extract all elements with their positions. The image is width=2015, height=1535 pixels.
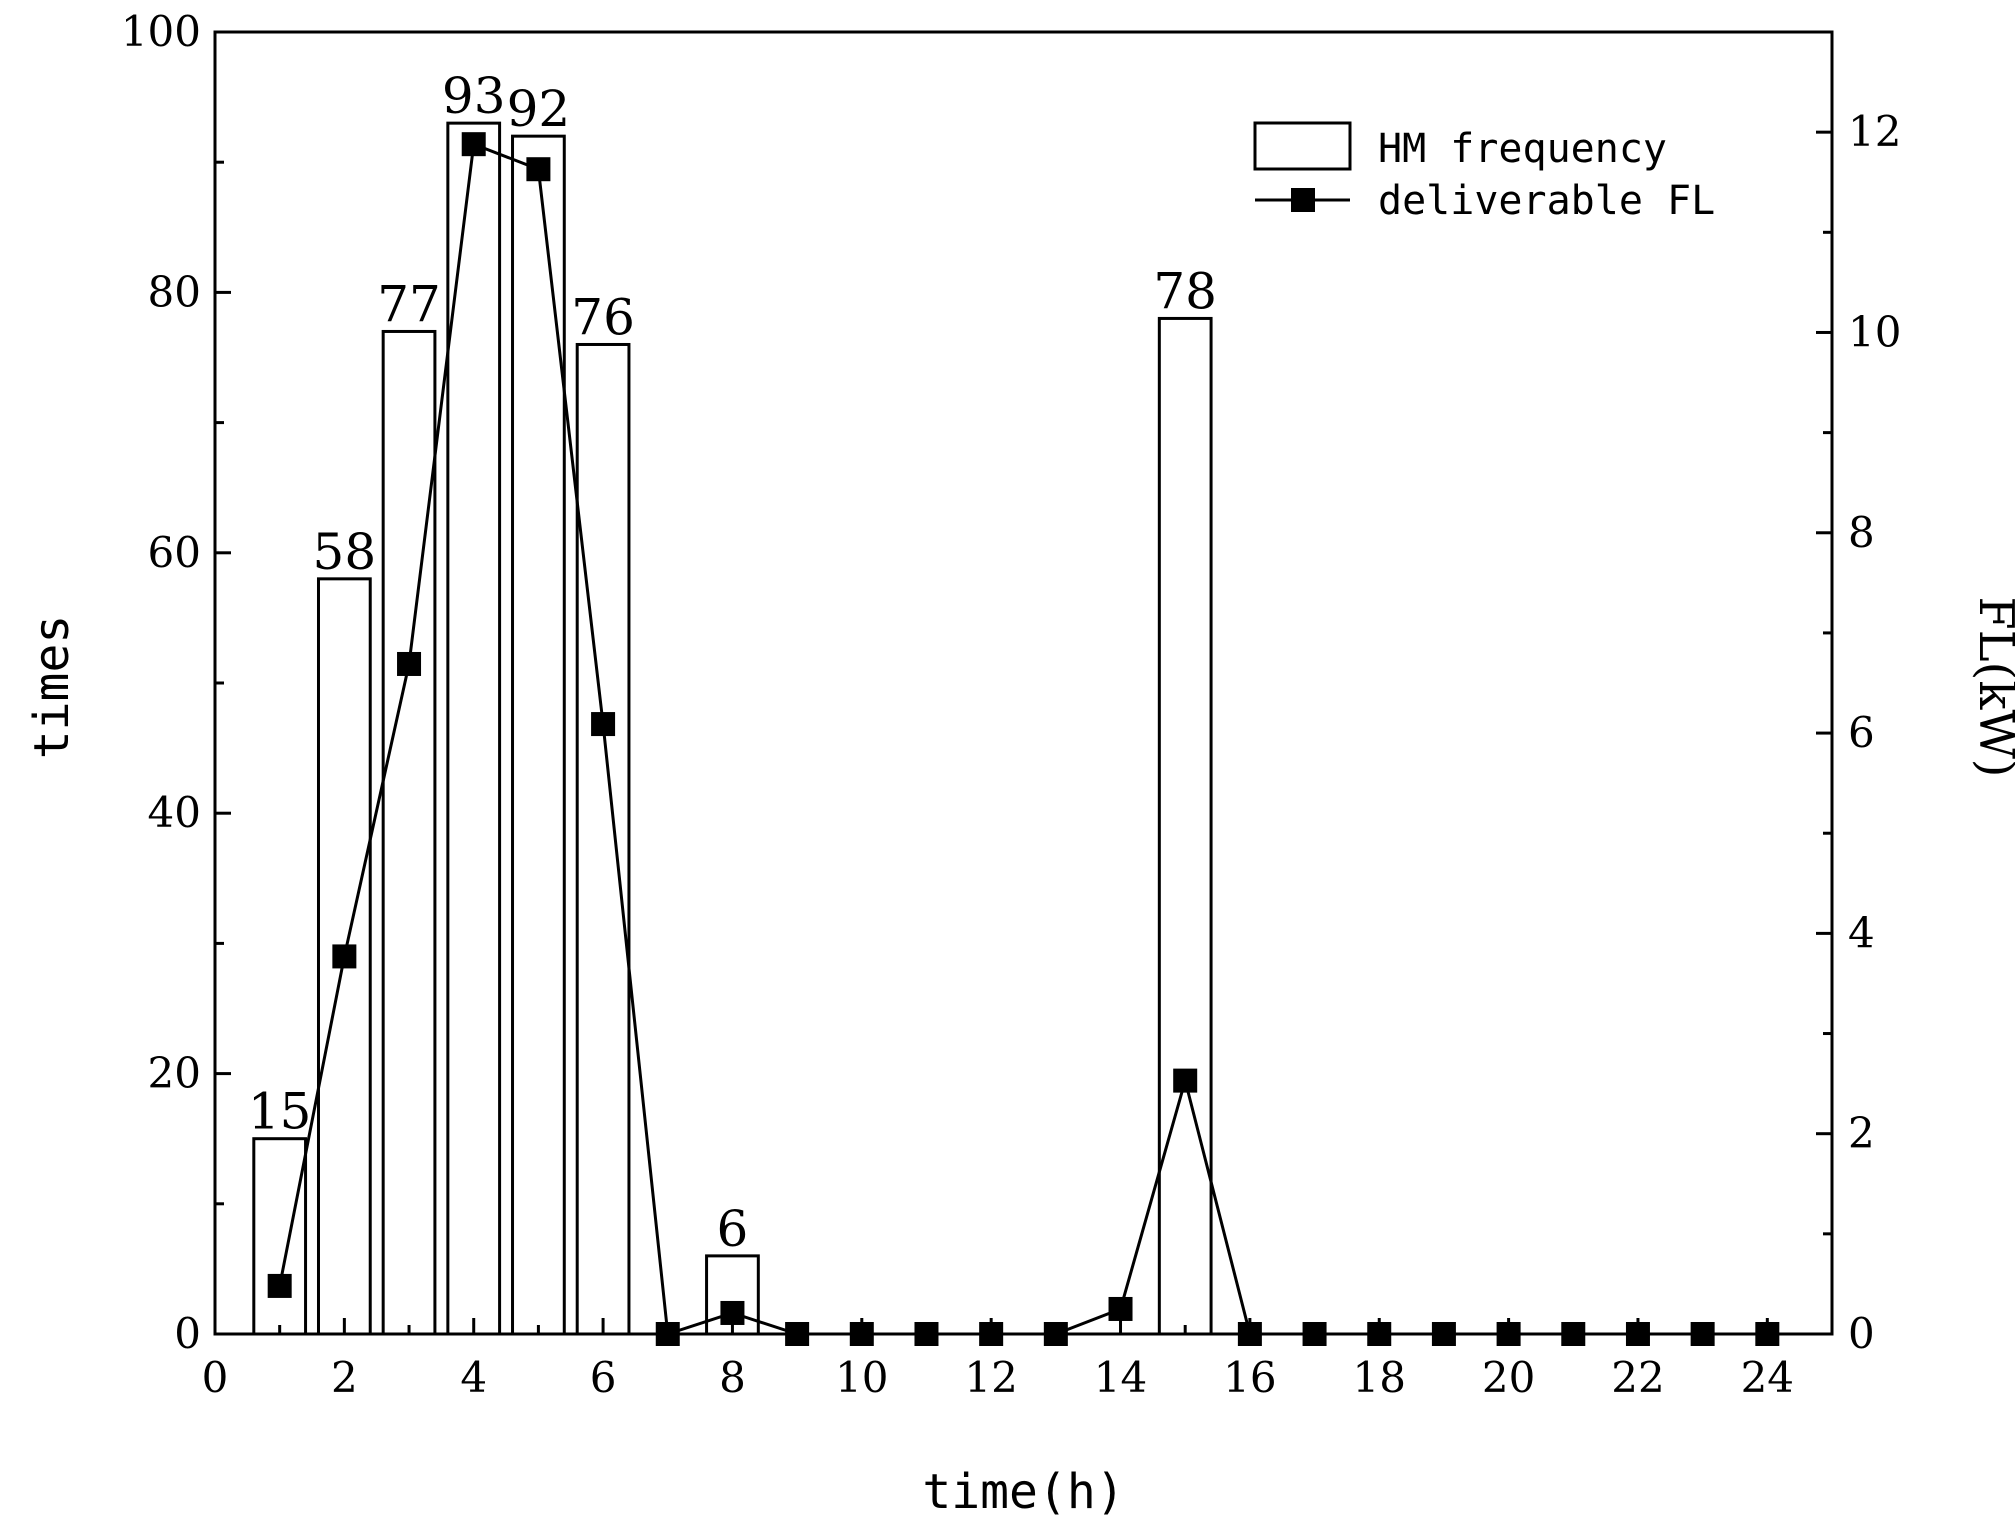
- line-deliverable-fl: [278, 142, 1768, 1336]
- bar-hm-frequency: [252, 1137, 308, 1336]
- line-marker-deliverable-fl: [397, 651, 422, 676]
- bar-hm-frequency: [446, 121, 502, 1336]
- legend: HM frequency deliverable FL: [1253, 121, 1715, 224]
- line-marker-deliverable-fl: [1108, 1296, 1133, 1321]
- axis-ticks: 0 2 4 6 8 10 12 14 16 18 20 22 240204060801000246810…: [121, 7, 1902, 1402]
- y2-tick-label: 12: [1848, 107, 1901, 156]
- bar-hm-frequency: [511, 134, 566, 1336]
- x-tick-label: 2: [331, 1353, 358, 1402]
- bar-data-label: 93: [442, 67, 506, 125]
- line-marker-deliverable-fl: [267, 1273, 292, 1298]
- bar-data-label: 78: [1153, 262, 1217, 320]
- y-tick-label: 20: [148, 1049, 201, 1098]
- x-tick-label: 12: [964, 1353, 1017, 1402]
- y2-tick-label: 8: [1848, 508, 1875, 557]
- x-tick-label: 16: [1223, 1353, 1276, 1402]
- bar-data-label: 76: [571, 288, 635, 346]
- x-tick-label: 8: [719, 1353, 746, 1402]
- x-tick-label: 0: [202, 1353, 229, 1402]
- bar-hm-frequency: [1157, 316, 1213, 1336]
- y2-axis-title: FL(kW): [1968, 596, 2015, 777]
- legend-swatch-marker: [1291, 188, 1315, 212]
- legend-label-line: deliverable FL: [1378, 178, 1715, 224]
- plot-area: 15 58 77 93 92 76 6 78: [248, 67, 1780, 1346]
- x-tick-label: 6: [590, 1353, 617, 1402]
- x-tick-label: 20: [1482, 1353, 1535, 1402]
- y2-tick-label: 10: [1848, 307, 1901, 356]
- y-tick-label: 0: [174, 1309, 201, 1358]
- y2-tick-label: 6: [1848, 708, 1875, 757]
- line-marker-deliverable-fl: [526, 157, 551, 182]
- bar-data-label: 77: [377, 275, 441, 333]
- x-tick-label: 10: [835, 1353, 888, 1402]
- x-tick-label: 18: [1353, 1353, 1406, 1402]
- y2-tick-label: 0: [1848, 1309, 1875, 1358]
- legend-label-bar: HM frequency: [1378, 126, 1667, 172]
- line-marker-deliverable-fl: [461, 132, 486, 157]
- line-marker-deliverable-fl: [1173, 1068, 1198, 1093]
- x-tick-label: 4: [460, 1353, 487, 1402]
- bar-data-label: 6: [717, 1200, 749, 1258]
- x-tick-label: 22: [1611, 1353, 1664, 1402]
- bar-hm-frequency: [575, 342, 631, 1336]
- y-tick-label: 80: [148, 267, 201, 316]
- bar-data-label: 15: [248, 1083, 312, 1141]
- y-axis-title: times: [24, 615, 80, 760]
- line-marker-deliverable-fl: [332, 944, 357, 969]
- line-marker-deliverable-fl: [591, 712, 616, 737]
- bar-hm-frequency: [381, 329, 437, 1336]
- bar-data-label: 58: [313, 523, 377, 581]
- y-tick-label: 60: [148, 528, 201, 577]
- legend-swatch-bar: [1253, 121, 1352, 171]
- y2-tick-label: 2: [1848, 1109, 1875, 1158]
- x-tick-label: 24: [1741, 1353, 1794, 1402]
- bar-data-label: 92: [507, 80, 571, 138]
- x-tick-label: 14: [1094, 1353, 1147, 1402]
- x-axis-title: time(h): [922, 1464, 1124, 1520]
- y-tick-label: 40: [148, 788, 201, 837]
- y-tick-label: 100: [121, 7, 201, 56]
- y2-tick-label: 4: [1848, 908, 1875, 957]
